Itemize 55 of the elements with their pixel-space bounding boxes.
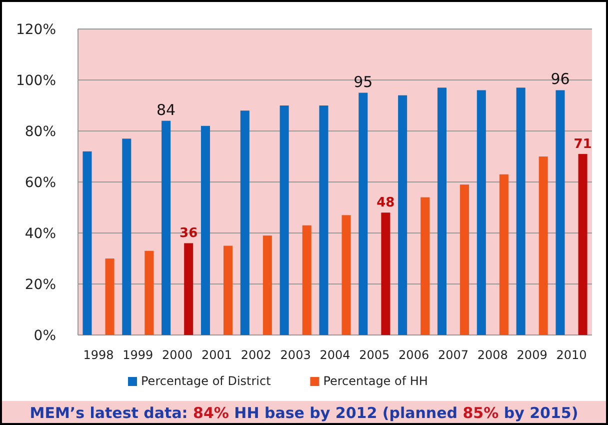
bar [516, 88, 526, 335]
bar [381, 212, 390, 335]
y-tick-label: 120% [16, 22, 56, 38]
bar [437, 88, 446, 335]
data-label: 48 [376, 196, 395, 211]
legend-label: Percentage of HH [323, 374, 428, 388]
bar [224, 246, 233, 335]
bar [499, 174, 508, 335]
x-tick-label: 2005 [359, 348, 390, 362]
x-tick-label: 2009 [516, 348, 548, 362]
x-tick-label: 2003 [280, 348, 311, 362]
x-tick-label: 1999 [122, 348, 154, 362]
x-tick-label: 2001 [201, 348, 232, 362]
y-tick-label: 40% [24, 226, 56, 242]
bar [82, 151, 92, 335]
bar [200, 126, 210, 335]
x-tick-label: 2007 [438, 348, 469, 362]
text: MEM’s latest data: 84% HH base by 2012 (planned 85% by 2015) [30, 404, 578, 422]
bar [420, 197, 430, 335]
data-label: 71 [574, 136, 592, 152]
bar [144, 250, 154, 335]
bar [460, 184, 470, 335]
y-tick-label: 60% [24, 175, 56, 191]
bar [538, 156, 548, 335]
bar [262, 236, 272, 335]
x-tick-label: 1998 [83, 348, 114, 362]
data-label: 36 [180, 226, 198, 242]
bar [280, 106, 289, 335]
x-tick-label: 2010 [556, 348, 587, 362]
bar [105, 258, 114, 335]
y-tick-label: 80% [24, 124, 56, 140]
x-tick-label: 2006 [398, 348, 430, 362]
data-label: 84 [156, 100, 176, 119]
data-label: 95 [354, 72, 373, 91]
bar [556, 90, 565, 335]
bar [578, 154, 588, 335]
bar [162, 120, 171, 335]
bar [476, 90, 486, 335]
x-tick-label: 2008 [477, 348, 508, 362]
x-tick-label: 2000 [162, 348, 193, 362]
y-tick-label: 0% [34, 328, 56, 344]
x-tick-label: 2002 [240, 348, 272, 362]
data-label: 96 [550, 70, 570, 88]
x-tick-label: 2004 [320, 348, 350, 362]
bar [358, 92, 368, 335]
y-tick-label: 100% [16, 73, 56, 89]
bar [342, 215, 351, 335]
bar [302, 225, 312, 335]
y-tick-label: 20% [24, 277, 56, 293]
bar [240, 110, 250, 335]
bar [319, 106, 328, 335]
bar [398, 95, 408, 335]
bar [122, 138, 132, 335]
legend-label: Percentage of District [141, 374, 272, 388]
bar [184, 243, 194, 335]
